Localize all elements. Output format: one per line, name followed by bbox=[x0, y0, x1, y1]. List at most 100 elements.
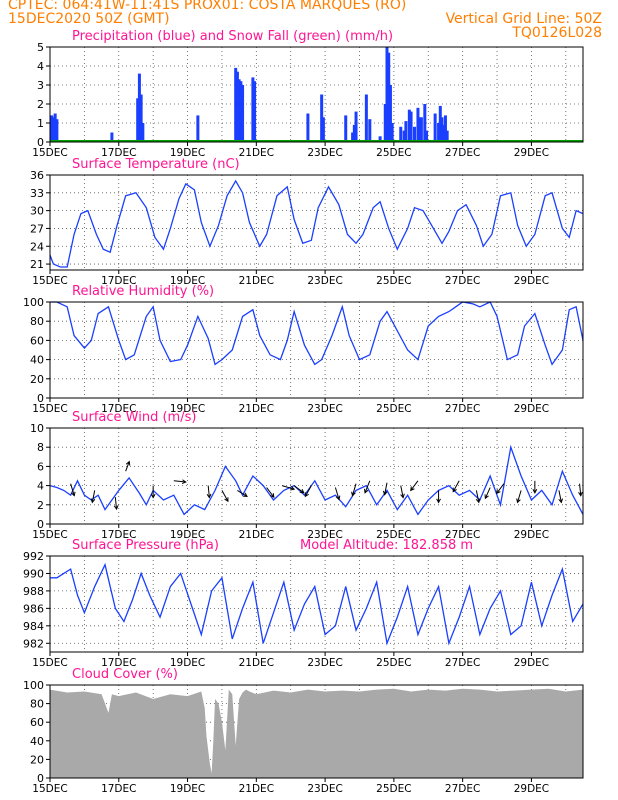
wind-arrow-head bbox=[382, 490, 388, 496]
y-tick-label: 5 bbox=[37, 41, 44, 54]
wind-arrow-head bbox=[242, 492, 248, 497]
x-tick-label: 25DEC bbox=[376, 657, 411, 669]
x-tick-label: 23DEC bbox=[307, 657, 342, 669]
y-tick-label: 982 bbox=[23, 637, 44, 650]
precip-bar bbox=[306, 113, 310, 142]
precip-bar bbox=[320, 94, 324, 142]
y-tick-label: 100 bbox=[23, 296, 44, 309]
wind-arrow-head bbox=[475, 498, 481, 504]
precip-bar bbox=[234, 67, 238, 142]
x-tick-label: 25DEC bbox=[376, 529, 411, 541]
y-tick-label: 984 bbox=[23, 620, 44, 633]
y-tick-label: 2 bbox=[37, 98, 44, 111]
precip-bar bbox=[344, 115, 348, 142]
wind-arrow-head bbox=[335, 495, 341, 501]
wind-arrow bbox=[475, 490, 480, 503]
precip-bar bbox=[136, 98, 140, 142]
wind-arrow bbox=[452, 480, 460, 492]
wind-arrow-head bbox=[410, 486, 415, 492]
precip-bar bbox=[196, 115, 200, 142]
x-tick-label: 19DEC bbox=[170, 147, 205, 159]
x-tick-label: 15DEC bbox=[32, 275, 67, 287]
x-tick-label: 21DEC bbox=[239, 147, 274, 159]
y-tick-label: 8 bbox=[37, 441, 44, 454]
precip-bar bbox=[235, 71, 239, 142]
wind-arrow-head bbox=[532, 489, 538, 494]
wind-arrow bbox=[293, 485, 305, 494]
wind-arrow bbox=[496, 483, 505, 494]
precip-bar bbox=[237, 79, 241, 142]
precip-bar bbox=[321, 117, 325, 142]
x-tick-label: 21DEC bbox=[239, 275, 274, 287]
wind-arrow bbox=[70, 483, 75, 496]
x-tick-label: 23DEC bbox=[307, 529, 342, 541]
x-tick-label: 23DEC bbox=[307, 403, 342, 415]
x-tick-label: 19DEC bbox=[170, 403, 205, 415]
y-tick-label: 1 bbox=[37, 117, 44, 130]
precip-bar bbox=[51, 117, 55, 142]
precip-bar bbox=[50, 115, 54, 142]
x-tick-label: 17DEC bbox=[101, 403, 136, 415]
precip-bar bbox=[409, 111, 413, 142]
x-tick-label: 17DEC bbox=[101, 147, 136, 159]
y-tick-label: 60 bbox=[30, 334, 44, 347]
x-tick-label: 15DEC bbox=[32, 403, 67, 415]
y-tick-label: 80 bbox=[30, 315, 44, 328]
precip-bar bbox=[433, 113, 437, 142]
wind-arrow bbox=[384, 482, 388, 495]
precip-bar bbox=[402, 130, 406, 142]
wind-arrow-head bbox=[150, 493, 156, 499]
wind-arrow bbox=[364, 480, 371, 493]
precip-bar bbox=[383, 104, 387, 142]
y-tick-label: 986 bbox=[23, 602, 44, 615]
precip-bar bbox=[443, 115, 447, 142]
x-tick-label: 21DEC bbox=[239, 657, 274, 669]
header-date: 15DEC2020 50Z (GMT) bbox=[8, 11, 170, 27]
wind-arrow-head bbox=[351, 491, 356, 497]
precip-bar bbox=[55, 119, 59, 142]
x-tick-label: 15DEC bbox=[32, 657, 67, 669]
model-altitude-annotation: Model Altitude: 182.858 m bbox=[300, 538, 473, 553]
precip-bar bbox=[239, 81, 243, 142]
panel-title: Relative Humidity (%) bbox=[72, 284, 214, 299]
wind-arrow-head bbox=[125, 460, 131, 466]
x-tick-label: 17DEC bbox=[101, 529, 136, 541]
precip-bar bbox=[352, 124, 356, 142]
precip-bar bbox=[141, 123, 145, 142]
precip-bar bbox=[388, 85, 392, 142]
panel-frame bbox=[49, 301, 584, 399]
x-tick-label: 25DEC bbox=[376, 403, 411, 415]
wind-arrow bbox=[400, 485, 404, 498]
x-tick-label: 15DEC bbox=[32, 147, 67, 159]
y-tick-label: 992 bbox=[23, 550, 44, 563]
precip-bar bbox=[110, 132, 114, 142]
x-tick-label: 25DEC bbox=[376, 275, 411, 287]
wind-arrow-head bbox=[452, 487, 457, 493]
y-tick-label: 80 bbox=[30, 698, 44, 711]
wind-arrow-head bbox=[206, 493, 212, 499]
x-tick-label: 27DEC bbox=[445, 275, 480, 287]
x-tick-label: 23DEC bbox=[307, 783, 342, 795]
wind-arrow-head bbox=[516, 498, 521, 504]
wind-arrow-head bbox=[269, 493, 275, 498]
precip-bar bbox=[253, 81, 257, 142]
x-tick-label: 19DEC bbox=[170, 783, 205, 795]
y-tick-label: 20 bbox=[30, 373, 44, 386]
wind-arrow-head bbox=[290, 486, 296, 491]
wind-arrow-head bbox=[181, 479, 187, 485]
precip-bar bbox=[139, 94, 143, 142]
y-tick-label: 24 bbox=[30, 240, 44, 253]
wind-arrow bbox=[410, 480, 419, 491]
x-tick-label: 29DEC bbox=[514, 147, 549, 159]
wind-arrow-head bbox=[71, 491, 76, 497]
wind-arrow bbox=[517, 490, 522, 503]
wind-arrow-head bbox=[436, 498, 441, 504]
wind-arrow-head bbox=[578, 491, 583, 497]
wind-arrow bbox=[221, 490, 229, 502]
x-tick-label: 17DEC bbox=[101, 275, 136, 287]
precip-bar bbox=[251, 77, 255, 142]
precip-bar bbox=[385, 47, 389, 142]
x-tick-label: 21DEC bbox=[239, 529, 274, 541]
y-tick-label: 0 bbox=[37, 392, 44, 405]
precip-bar bbox=[404, 121, 408, 142]
